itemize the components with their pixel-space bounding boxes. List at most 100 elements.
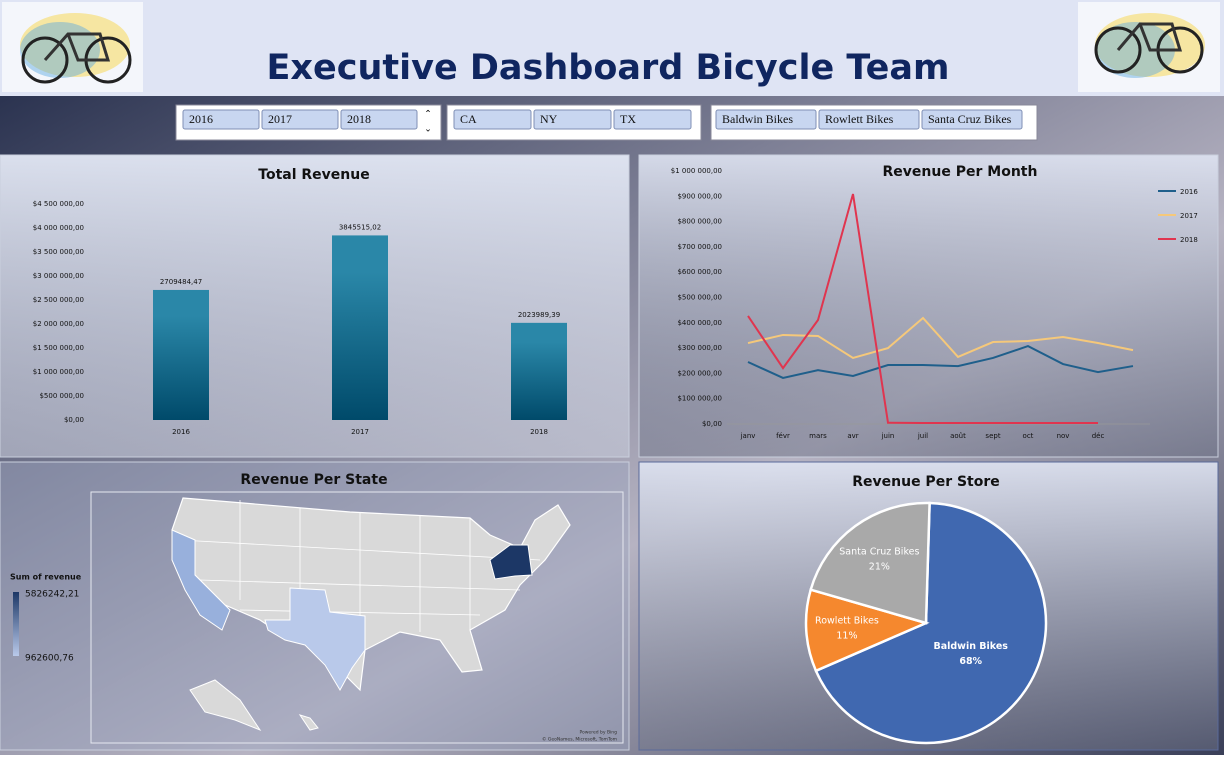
legend-label: 2016 xyxy=(1180,188,1198,196)
header xyxy=(0,0,1224,96)
slicer-button[interactable] xyxy=(613,109,692,130)
legend-label: 2017 xyxy=(1180,212,1198,220)
x-tick-label: sept xyxy=(985,432,1000,440)
y-tick-label: $300 000,00 xyxy=(677,344,722,352)
legend-min: 962600,76 xyxy=(25,654,74,664)
state-region xyxy=(171,529,231,631)
slicer-button[interactable] xyxy=(453,109,532,130)
y-tick-label: $100 000,00 xyxy=(677,395,722,403)
y-tick-label: $1 000 000,00 xyxy=(671,167,722,175)
x-tick-label: août xyxy=(950,432,966,440)
logo xyxy=(1078,2,1220,92)
x-tick-label: 2017 xyxy=(351,428,369,436)
slicer-button[interactable] xyxy=(182,109,260,130)
state-border xyxy=(239,609,481,616)
line xyxy=(747,344,1134,380)
slice-label: Santa Cruz Bikes xyxy=(839,546,919,557)
slicer-button[interactable] xyxy=(533,109,612,130)
color-scale xyxy=(13,592,19,656)
bar xyxy=(153,289,209,420)
x-tick-label: oct xyxy=(1023,432,1034,440)
data-label: 2709484,47 xyxy=(160,278,202,286)
x-tick-label: nov xyxy=(1057,432,1070,440)
data-label: 3845515,02 xyxy=(339,223,381,231)
y-tick-label: $400 000,00 xyxy=(677,319,722,327)
slicer-label[interactable]: Baldwin Bikes xyxy=(722,112,793,126)
x-tick-label: févr xyxy=(776,432,790,440)
slice-label: Baldwin Bikes xyxy=(933,641,1008,652)
x-tick-label: mars xyxy=(809,432,827,440)
slicer-button[interactable] xyxy=(340,109,418,130)
y-tick-label: $4 500 000,00 xyxy=(33,200,84,208)
map-land xyxy=(189,679,262,732)
y-tick-label: $0,00 xyxy=(702,420,722,428)
bar xyxy=(332,235,388,420)
x-tick-label: juin xyxy=(881,432,895,440)
y-tick-label: $0,00 xyxy=(64,416,84,424)
chart-title: Revenue Per Month xyxy=(883,164,1038,180)
logo xyxy=(2,2,143,92)
pie-slice xyxy=(814,501,1048,745)
x-tick-label: 2018 xyxy=(530,428,548,436)
map-land xyxy=(171,497,571,692)
slicer-button[interactable] xyxy=(818,109,920,130)
state-border xyxy=(199,579,521,591)
x-tick-label: 2016 xyxy=(172,428,190,436)
attribution: © GeoNames, Microsoft, TomTom xyxy=(542,736,617,743)
slicer-label[interactable]: TX xyxy=(620,112,636,126)
slicer-button[interactable] xyxy=(921,109,1023,130)
y-tick-label: $3 500 000,00 xyxy=(33,248,84,256)
slicer-label[interactable]: CA xyxy=(460,112,477,126)
y-tick-label: $2 500 000,00 xyxy=(33,296,84,304)
chart-title: Revenue Per State xyxy=(240,472,387,488)
y-tick-label: $500 000,00 xyxy=(677,294,722,302)
y-tick-label: $1 000 000,00 xyxy=(33,368,84,376)
y-tick-label: $900 000,00 xyxy=(677,192,722,200)
y-tick-label: $2 000 000,00 xyxy=(33,320,84,328)
line xyxy=(747,193,1098,424)
dashboard-title: Executive Dashboard Bicycle Team xyxy=(267,48,950,88)
slicer-label[interactable]: Santa Cruz Bikes xyxy=(928,112,1012,126)
x-tick-label: avr xyxy=(847,432,858,440)
line xyxy=(747,316,1134,360)
y-tick-label: $3 000 000,00 xyxy=(33,272,84,280)
x-tick-label: janv xyxy=(740,432,756,440)
slice-label: Rowlett Bikes xyxy=(815,616,879,627)
slicer-button[interactable] xyxy=(261,109,339,130)
slicer-label[interactable]: 2018 xyxy=(347,112,371,126)
map-frame xyxy=(90,491,624,744)
pie-slice xyxy=(809,501,931,625)
chart-title: Revenue Per Store xyxy=(852,474,1000,490)
x-tick-label: déc xyxy=(1092,432,1105,440)
data-label: 2023989,39 xyxy=(518,311,560,319)
slicer-label[interactable]: NY xyxy=(540,112,558,126)
slice-value: 11% xyxy=(836,631,857,642)
x-tick-label: juil xyxy=(917,432,928,440)
slicer-label[interactable]: Rowlett Bikes xyxy=(825,112,894,126)
slicer-label[interactable]: 2017 xyxy=(268,112,292,126)
y-tick-label: $1 500 000,00 xyxy=(33,344,84,352)
y-tick-label: $800 000,00 xyxy=(677,218,722,226)
svg-text:⌄: ⌄ xyxy=(424,125,432,135)
slicer-label[interactable]: 2016 xyxy=(189,112,213,126)
bar xyxy=(511,322,567,420)
legend-title: Sum of revenue xyxy=(10,573,82,582)
slicers: ⌃ ⌄ 2016 2017 2018 CA NY TX Baldwin Bikes Rowlet… xyxy=(175,104,1038,141)
y-tick-label: $4 000 000,00 xyxy=(33,224,84,232)
y-tick-label: $200 000,00 xyxy=(677,369,722,377)
state-border xyxy=(179,539,541,561)
map-land xyxy=(298,714,319,731)
y-tick-label: $700 000,00 xyxy=(677,243,722,251)
chart-title: Total Revenue xyxy=(258,167,369,183)
legend-label: 2018 xyxy=(1180,236,1198,244)
y-tick-label: $500 000,00 xyxy=(39,392,84,400)
slicer-button[interactable] xyxy=(715,109,817,130)
svg-text:⌃: ⌃ xyxy=(424,110,432,120)
attribution: Powered by Bing xyxy=(579,730,617,736)
pie-slice xyxy=(804,588,930,673)
legend-max: 5826242,21 xyxy=(25,590,79,600)
state-region xyxy=(489,544,533,580)
state-region xyxy=(264,587,366,692)
panel xyxy=(638,154,1219,458)
